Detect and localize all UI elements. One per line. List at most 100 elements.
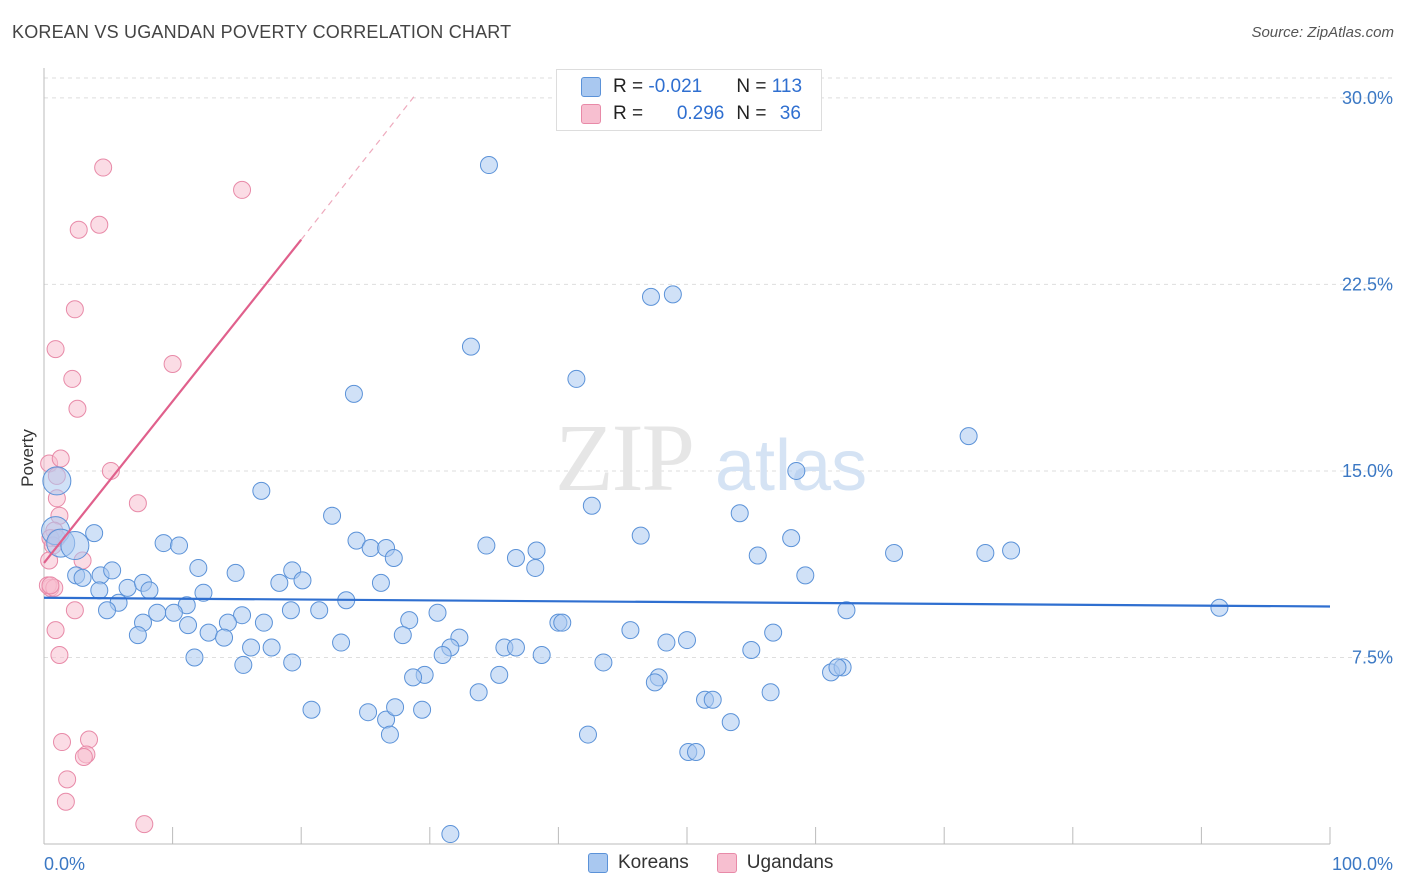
koreans-point — [347, 531, 366, 550]
ugandans-point — [56, 792, 75, 811]
koreans-point — [567, 369, 586, 388]
ugandans-point — [40, 551, 59, 570]
koreans-point — [234, 655, 253, 674]
koreans-point — [42, 466, 72, 496]
ugandans-point — [51, 449, 70, 468]
y-tick-label-2: 22.5% — [1342, 274, 1393, 294]
koreans-point — [233, 606, 252, 625]
ugandans-point — [94, 158, 113, 177]
koreans-point — [90, 581, 109, 600]
koreans-legend-swatch — [588, 853, 608, 873]
ugandans-point — [90, 215, 109, 234]
legend-item-ugandans[interactable]: Ugandans — [716, 852, 834, 874]
koreans-point — [553, 613, 572, 632]
koreans-point — [262, 638, 281, 657]
ugandans-point — [80, 730, 99, 749]
koreans-point — [641, 287, 660, 306]
koreans-point — [170, 536, 189, 555]
watermark: ZIP atlas — [555, 404, 867, 511]
koreans-point — [148, 603, 167, 622]
ugandans-point — [46, 621, 65, 640]
koreans-point — [361, 539, 380, 558]
koreans-point — [218, 613, 237, 632]
koreans-point — [386, 698, 405, 717]
ugandans-point — [65, 300, 84, 319]
koreans-n-label: N = — [736, 76, 772, 97]
koreans-point — [663, 285, 682, 304]
koreans-point — [270, 573, 289, 592]
ugandans-point — [233, 180, 252, 199]
koreans-r-label: R = — [613, 76, 649, 97]
koreans-point — [678, 631, 696, 650]
koreans-point — [310, 601, 329, 620]
ugandans-point — [128, 494, 147, 513]
koreans-point — [461, 337, 480, 356]
watermark-zip: ZIP — [555, 404, 693, 511]
koreans-point — [189, 558, 208, 577]
koreans-point — [796, 566, 815, 585]
ugandans-point — [41, 576, 60, 595]
x-tick-label-0: 0.0% — [44, 854, 85, 874]
koreans-point — [469, 683, 488, 702]
ugandans-point — [46, 340, 65, 359]
koreans-point — [281, 601, 300, 620]
koreans-point — [527, 541, 546, 560]
source-label: Source: ZipAtlas.com — [1251, 24, 1394, 41]
koreans-point — [199, 623, 218, 642]
koreans-point — [621, 621, 640, 640]
koreans-trend-line — [43, 596, 1331, 608]
koreans-point — [532, 645, 551, 664]
koreans-point — [687, 742, 706, 761]
koreans-swatch — [581, 77, 601, 97]
koreans-n-value: 113 — [771, 76, 803, 97]
y-tick-label-3: 30.0% — [1342, 88, 1393, 108]
koreans-point — [578, 725, 597, 744]
ugandans-legend-swatch — [716, 853, 737, 873]
koreans-point — [359, 703, 378, 722]
koreans-point — [242, 638, 261, 657]
koreans-point — [179, 616, 198, 635]
koreans-point — [631, 526, 650, 545]
koreans-point — [154, 534, 173, 553]
koreans-point — [404, 668, 423, 687]
ugandans-point — [58, 770, 77, 789]
axes — [43, 68, 1331, 845]
ugandans-legend-label: Ugandans — [746, 852, 834, 873]
koreans-point — [828, 658, 847, 677]
ugandans-r-value: 0.296 — [676, 103, 725, 124]
ugandans-points — [38, 158, 252, 834]
ugandans-n-label: N = — [736, 103, 772, 124]
koreans-point — [185, 648, 204, 667]
koreans-point — [226, 563, 245, 582]
ugandans-point — [50, 645, 69, 664]
koreans-point — [730, 504, 749, 523]
koreans-point — [837, 601, 856, 620]
koreans-point — [479, 156, 498, 175]
koreans-point — [332, 633, 351, 652]
chart-title: KOREAN VS UGANDAN POVERTY CORRELATION CH… — [12, 22, 512, 42]
koreans-point — [215, 628, 234, 647]
x-tick-label-1: 100.0% — [1332, 854, 1393, 874]
koreans-point — [742, 641, 761, 660]
legend-item-koreans[interactable]: Koreans — [588, 852, 689, 874]
koreans-point — [98, 601, 117, 620]
koreans-point — [490, 665, 509, 684]
ugandans-point — [53, 733, 72, 752]
koreans-point — [293, 571, 312, 590]
koreans-point — [645, 673, 664, 692]
koreans-point — [787, 461, 806, 480]
series-legend: Koreans Ugandans — [588, 852, 861, 874]
y-tick-label-0: 7.5% — [1352, 647, 1393, 667]
koreans-point — [594, 653, 613, 672]
koreans-point — [748, 546, 767, 565]
legend-row-ugandans: R = 0.296 N = 36 — [581, 101, 801, 127]
koreans-point — [164, 603, 183, 622]
koreans-point — [252, 481, 271, 500]
koreans-point — [60, 531, 90, 561]
koreans-point — [976, 544, 995, 563]
koreans-point — [140, 581, 159, 600]
koreans-point — [194, 583, 213, 602]
koreans-point — [764, 623, 783, 642]
ugandans-point — [65, 601, 84, 620]
